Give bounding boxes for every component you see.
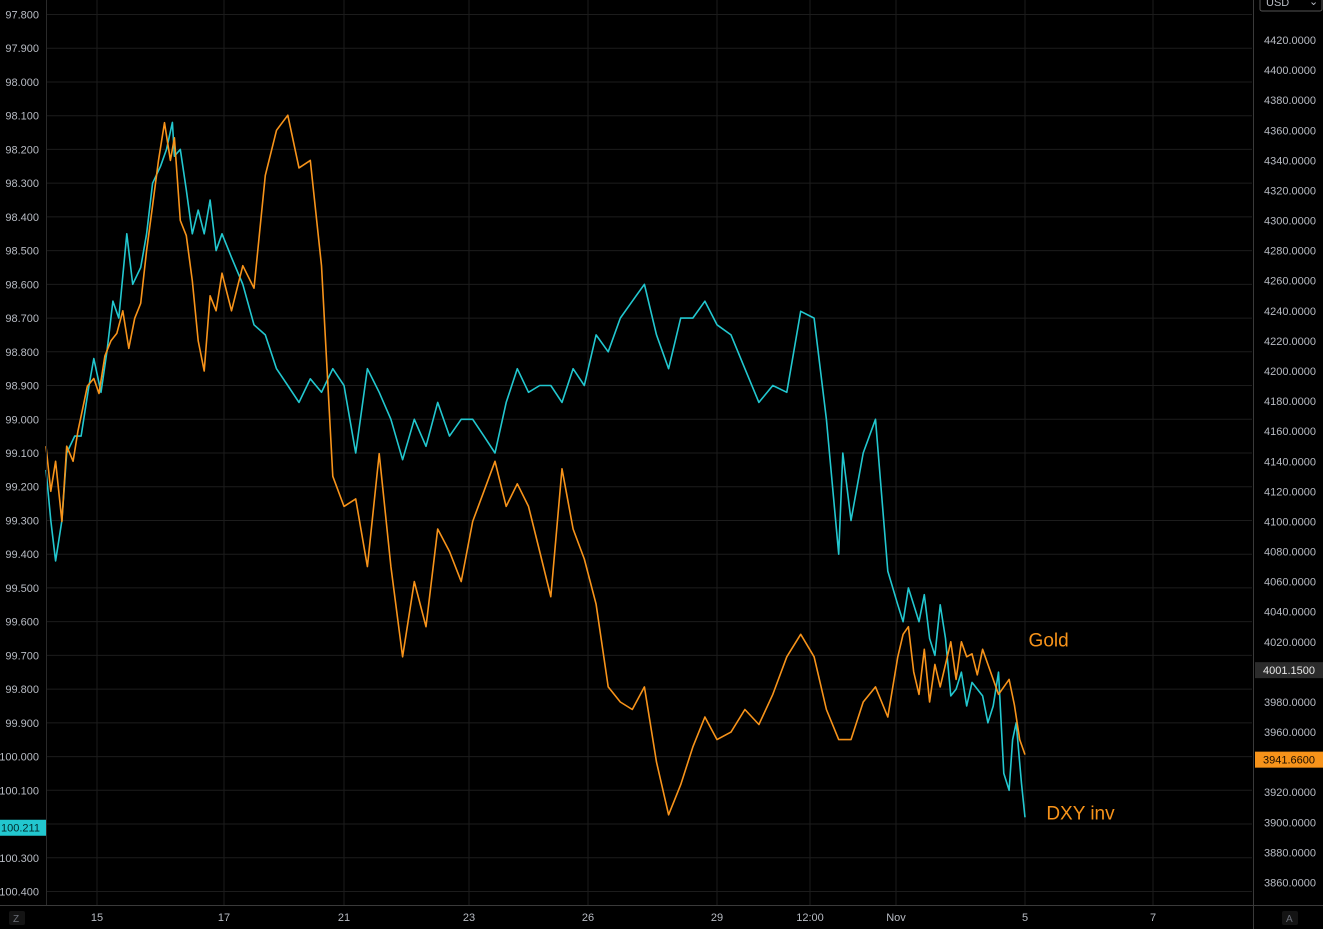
dxy-last-price-badge (0, 819, 46, 836)
right-tick-label: 4100.0000 (1264, 516, 1316, 528)
right-tick-label: 4160.0000 (1264, 426, 1316, 438)
left-tick-label: 98.000 (5, 77, 39, 89)
left-tick-label: 99.300 (5, 515, 39, 527)
currency-selector[interactable]: USD ⌄ (1259, 0, 1323, 12)
right-tick-label: 3860.0000 (1264, 878, 1316, 890)
currency-label: USD (1266, 0, 1289, 9)
right-tick-label: 4380.0000 (1264, 95, 1316, 107)
left-tick-label: 99.400 (5, 549, 39, 561)
gold-annotation: Gold (1029, 630, 1069, 651)
left-tick-label: 98.800 (5, 347, 39, 359)
time-tick-label: 12:00 (796, 912, 824, 924)
left-tick-label: 98.100 (5, 111, 39, 123)
time-tick-label: Nov (886, 912, 906, 924)
price-badge-label: 3941.6600 (1263, 755, 1315, 767)
left-tick-label: 99.900 (5, 718, 39, 730)
right-tick-label: 4400.0000 (1264, 65, 1316, 77)
left-tick-label: 98.900 (5, 381, 39, 393)
left-tick-label: 100.100 (0, 785, 39, 797)
dxy-last-price-label: 100.211 (1, 823, 40, 835)
annotations: Gold DXY inv (1029, 630, 1116, 824)
gold-series-line[interactable] (45, 114, 1026, 816)
right-tick-label: 4360.0000 (1264, 125, 1316, 137)
zoom-button-label: Z (13, 914, 19, 925)
left-tick-label: 100.300 (0, 853, 39, 865)
time-tick-label: 29 (711, 912, 723, 924)
time-axis[interactable]: 15 17 21 23 26 29 12:00 Nov 5 7 (91, 912, 1156, 924)
right-tick-label: 4200.0000 (1264, 366, 1316, 378)
right-tick-label: 3880.0000 (1264, 847, 1316, 859)
right-tick-label: 3980.0000 (1264, 697, 1316, 709)
right-tick-label: 4300.0000 (1264, 216, 1316, 228)
series-layer (45, 114, 1026, 818)
dxy-inv-annotation: DXY inv (1046, 803, 1115, 824)
price-badges: 4001.1500 3941.6600 100.211 (0, 662, 1323, 836)
left-tick-label: 98.400 (5, 212, 39, 224)
left-tick-label: 99.800 (5, 684, 39, 696)
left-tick-label: 98.200 (5, 144, 39, 156)
gold-last-price-badge (1255, 751, 1323, 768)
left-tick-label: 98.300 (5, 178, 39, 190)
left-tick-label: 98.500 (5, 246, 39, 258)
right-tick-label: 4080.0000 (1264, 547, 1316, 559)
right-tick-label: 3920.0000 (1264, 787, 1316, 799)
dxy-inv-series-line[interactable] (45, 121, 1026, 818)
left-tick-label: 99.500 (5, 583, 39, 595)
time-tick-label: 7 (1150, 912, 1156, 924)
left-tick-label: 97.900 (5, 43, 39, 55)
right-tick-label: 4260.0000 (1264, 276, 1316, 288)
crosshair-price-badge (1255, 662, 1323, 679)
left-tick-label: 99.100 (5, 448, 39, 460)
right-tick-label: 4240.0000 (1264, 306, 1316, 318)
grid-lines (46, 0, 1252, 905)
left-tick-label: 99.200 (5, 482, 39, 494)
auto-scale-left-button[interactable]: Z (9, 911, 25, 925)
right-tick-label: 4420.0000 (1264, 35, 1316, 47)
time-tick-label: 17 (218, 912, 230, 924)
right-tick-label: 4340.0000 (1264, 155, 1316, 167)
left-tick-label: 98.700 (5, 313, 39, 325)
time-tick-label: 5 (1022, 912, 1028, 924)
right-tick-label: 3900.0000 (1264, 817, 1316, 829)
time-tick-label: 15 (91, 912, 103, 924)
left-tick-label: 97.800 (5, 10, 39, 22)
left-tick-label: 99.600 (5, 617, 39, 629)
right-tick-label: 4120.0000 (1264, 486, 1316, 498)
time-tick-label: 23 (463, 912, 475, 924)
right-tick-label: 4060.0000 (1264, 577, 1316, 589)
right-tick-label: 4320.0000 (1264, 185, 1316, 197)
right-tick-label: 4220.0000 (1264, 336, 1316, 348)
left-tick-label: 99.000 (5, 414, 39, 426)
left-tick-label: 100.000 (0, 752, 39, 764)
auto-button-label: A (1286, 914, 1293, 925)
right-tick-label: 3960.0000 (1264, 727, 1316, 739)
price-badge-label: 4001.1500 (1263, 665, 1315, 677)
right-tick-label: 4180.0000 (1264, 396, 1316, 408)
right-tick-label: 4020.0000 (1264, 637, 1316, 649)
time-tick-label: 21 (338, 912, 350, 924)
auto-scale-right-button[interactable]: A (1282, 911, 1298, 925)
right-tick-label: 4040.0000 (1264, 607, 1316, 619)
right-tick-label: 4280.0000 (1264, 246, 1316, 258)
right-tick-label: 4140.0000 (1264, 456, 1316, 468)
time-tick-label: 26 (582, 912, 594, 924)
left-tick-label: 98.600 (5, 279, 39, 291)
chevron-down-icon: ⌄ (1309, 0, 1318, 8)
left-tick-label: 100.400 (0, 887, 39, 899)
left-tick-label: 99.700 (5, 650, 39, 662)
